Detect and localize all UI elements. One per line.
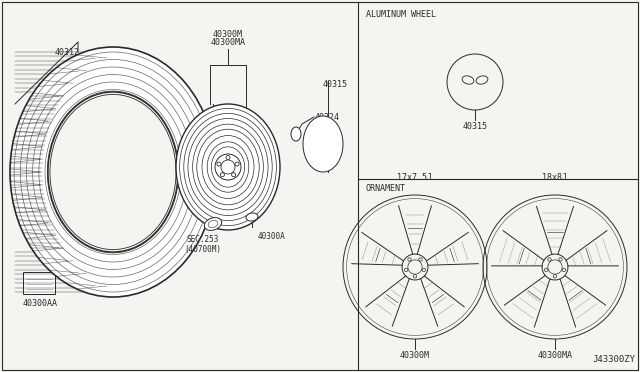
Ellipse shape: [246, 213, 258, 221]
Circle shape: [226, 155, 230, 160]
Text: SEC.253
(40700M): SEC.253 (40700M): [184, 235, 221, 254]
Text: 40312: 40312: [55, 48, 80, 57]
Circle shape: [235, 162, 239, 166]
Text: 40300M: 40300M: [213, 30, 243, 39]
Text: ORNAMENT: ORNAMENT: [366, 184, 406, 193]
Text: 40300M: 40300M: [400, 351, 430, 360]
Ellipse shape: [10, 47, 216, 297]
Text: 40300A: 40300A: [258, 232, 285, 241]
Bar: [23, 272, 55, 294]
Circle shape: [232, 173, 236, 177]
Circle shape: [217, 162, 221, 166]
Text: 40300AA: 40300AA: [23, 299, 58, 308]
Ellipse shape: [48, 92, 178, 252]
Circle shape: [220, 173, 225, 177]
Text: 40300MA: 40300MA: [538, 351, 573, 360]
Text: 40300MA: 40300MA: [211, 38, 246, 47]
Text: 40315: 40315: [323, 80, 348, 89]
Ellipse shape: [204, 218, 221, 230]
Ellipse shape: [176, 104, 280, 230]
Text: ALUMINUM WHEEL: ALUMINUM WHEEL: [366, 10, 436, 19]
Ellipse shape: [303, 116, 343, 172]
Ellipse shape: [291, 127, 301, 141]
Text: 18x8J: 18x8J: [543, 173, 568, 182]
Text: 17x7.5J: 17x7.5J: [397, 173, 433, 182]
Text: 40224: 40224: [315, 112, 340, 122]
Text: 40315: 40315: [463, 122, 488, 131]
Text: J43300ZY: J43300ZY: [592, 355, 635, 364]
